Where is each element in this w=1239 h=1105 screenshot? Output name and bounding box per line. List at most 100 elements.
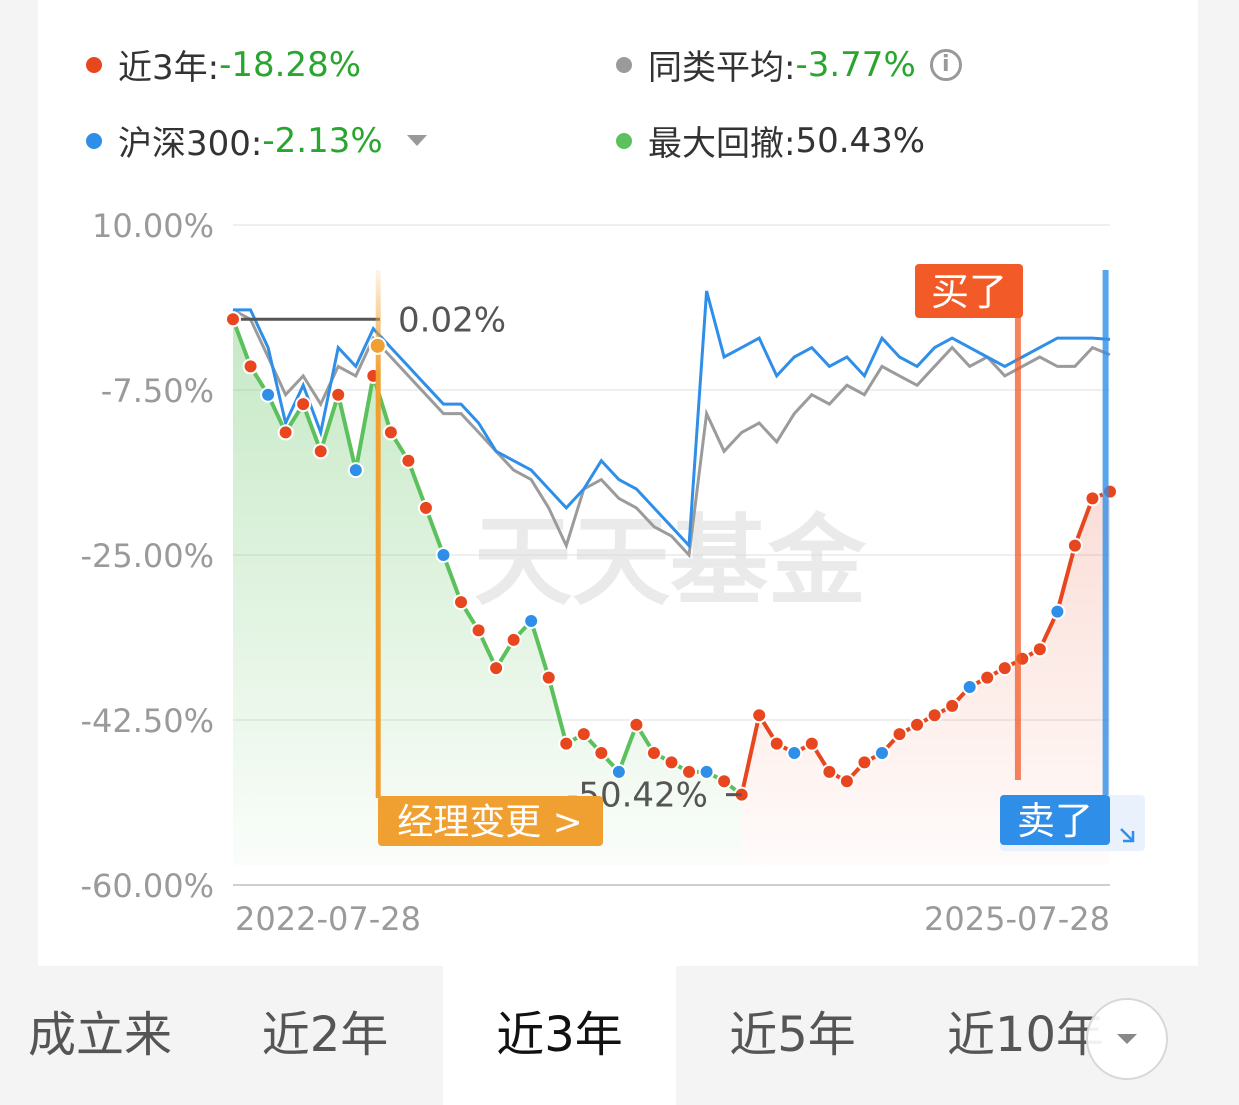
buy-line — [1014, 310, 1021, 780]
tab-5y[interactable]: 近5年 — [676, 966, 909, 1105]
tab-label: 近2年 — [261, 1007, 389, 1063]
trade-dot[interactable] — [838, 773, 855, 790]
legend-value-fund: -18.28% — [219, 44, 362, 85]
tab-10y[interactable]: 近10年 — [909, 966, 1142, 1105]
trade-dot[interactable] — [417, 499, 434, 516]
trade-dot[interactable] — [751, 707, 768, 724]
trade-dot[interactable] — [663, 754, 680, 771]
tab-label: 近5年 — [729, 1007, 856, 1063]
period-tabs: 成立来 近2年 近3年 近5年 近10年 — [0, 966, 1239, 1105]
legend-value-category-avg: -3.77% — [795, 44, 916, 85]
trade-dot[interactable] — [1066, 537, 1083, 554]
legend-value-max-drawdown: 50.43% — [795, 120, 926, 161]
performance-chart[interactable]: 10.00% -7.50% -25.00% -42.50% -60.00% 2022-07… — [0, 0, 1239, 966]
legend-dot-fund — [86, 56, 102, 73]
y-tick-label: -60.00% — [80, 867, 214, 905]
trade-dot[interactable] — [540, 669, 557, 686]
trade-dot[interactable] — [996, 660, 1013, 677]
trade-dot[interactable] — [645, 745, 662, 761]
sell-line — [1102, 270, 1109, 800]
sell-label[interactable]: 卖了 — [1017, 799, 1093, 843]
y-tick-label: -25.00% — [80, 537, 214, 575]
buy-label[interactable]: 买了 — [931, 270, 1007, 314]
trade-dot[interactable] — [260, 386, 277, 403]
y-tick-label: 10.00% — [92, 207, 214, 245]
legend-item-benchmark[interactable]: 沪深300: -2.13% — [86, 116, 427, 165]
peak-label: 0.02% — [398, 300, 506, 340]
x-tick-label-end: 2025-07-28 — [924, 900, 1110, 938]
legend-item-max-drawdown: 最大回撤: 50.43% — [616, 116, 925, 165]
trade-dot[interactable] — [347, 462, 364, 479]
trade-dot[interactable] — [716, 773, 733, 790]
y-tick-label: -7.50% — [101, 372, 214, 410]
chevron-down-icon — [1117, 1034, 1137, 1044]
trade-dot[interactable] — [312, 443, 329, 460]
trade-dot[interactable] — [523, 613, 540, 629]
manager-change-button[interactable] — [378, 796, 603, 846]
trade-dot[interactable] — [681, 763, 698, 780]
legend-dot-category-avg — [616, 56, 632, 73]
trade-dot[interactable] — [488, 660, 505, 677]
tab-since-inception[interactable]: 成立来 — [0, 966, 443, 1105]
tab-label: 成立来 — [28, 1007, 173, 1063]
trade-dot[interactable] — [1049, 603, 1066, 620]
tab-label: 近10年 — [946, 1007, 1105, 1063]
buy-badge[interactable] — [915, 264, 1023, 318]
watermark-text: 天天基金 — [474, 505, 867, 619]
legend-label-benchmark: 沪深300: — [118, 124, 263, 164]
trade-dot[interactable] — [803, 735, 820, 752]
sell-badge[interactable] — [1000, 795, 1110, 845]
trade-dot[interactable] — [768, 735, 785, 752]
tab-label: 近3年 — [496, 1007, 623, 1063]
peak-dot — [225, 311, 241, 328]
trade-dot[interactable] — [400, 452, 417, 469]
trade-dot[interactable] — [453, 594, 470, 611]
trade-dot[interactable] — [944, 697, 961, 714]
trade-dot[interactable] — [593, 745, 610, 761]
legend-label-category-avg: 同类平均: — [648, 48, 796, 88]
trade-dot[interactable] — [330, 386, 347, 403]
info-icon[interactable]: i — [929, 48, 962, 81]
trade-dot[interactable] — [505, 631, 522, 648]
trade-dot[interactable] — [242, 358, 259, 375]
legend-label-max-drawdown: 最大回撤: — [648, 124, 796, 164]
trade-dot[interactable] — [961, 679, 978, 695]
expand-arrow-icon[interactable] — [1120, 828, 1135, 843]
x-tick-label-start: 2022-07-28 — [235, 900, 421, 938]
trade-dot[interactable] — [891, 726, 908, 743]
manager-change-label[interactable]: 经理变更 > — [397, 802, 583, 843]
trade-dot[interactable] — [873, 745, 890, 761]
trade-dot[interactable] — [435, 547, 452, 563]
legend-dot-max-drawdown — [616, 132, 632, 149]
series-line-fund — [739, 489, 1111, 796]
trade-dot[interactable] — [979, 669, 996, 686]
caret-down-icon[interactable] — [406, 135, 427, 146]
trade-dot[interactable] — [856, 754, 873, 771]
trade-dot[interactable] — [1031, 641, 1048, 658]
trade-dot[interactable] — [575, 726, 592, 743]
trade-dot[interactable] — [277, 424, 294, 441]
trade-dot[interactable] — [558, 735, 575, 752]
legend-item-fund: 近3年: -18.28% — [86, 40, 361, 89]
legend-item-category-avg: 同类平均: -3.77% i — [616, 40, 962, 89]
trade-dot[interactable] — [786, 745, 803, 761]
trade-dot[interactable] — [926, 707, 943, 724]
tab-3y[interactable]: 近3年 — [443, 966, 676, 1105]
tab-2y[interactable]: 近2年 — [210, 966, 440, 1105]
trade-dot[interactable] — [470, 622, 487, 639]
trade-dot[interactable] — [628, 716, 645, 733]
legend-label-fund: 近3年: — [118, 48, 220, 88]
manager-change-dot — [368, 336, 387, 355]
trade-dot[interactable] — [382, 424, 399, 441]
y-tick-label: -42.50% — [80, 702, 214, 740]
more-periods-button[interactable] — [1086, 998, 1168, 1080]
trade-dot[interactable] — [821, 763, 838, 780]
trade-dot[interactable] — [1084, 490, 1101, 507]
trade-dot[interactable] — [909, 716, 926, 733]
trade-dot[interactable] — [295, 396, 312, 413]
legend-value-benchmark: -2.13% — [262, 120, 383, 161]
manager-change-line — [375, 270, 381, 798]
trade-dot[interactable] — [610, 763, 627, 780]
legend-dot-benchmark — [86, 132, 102, 149]
trade-dot[interactable] — [698, 763, 715, 780]
